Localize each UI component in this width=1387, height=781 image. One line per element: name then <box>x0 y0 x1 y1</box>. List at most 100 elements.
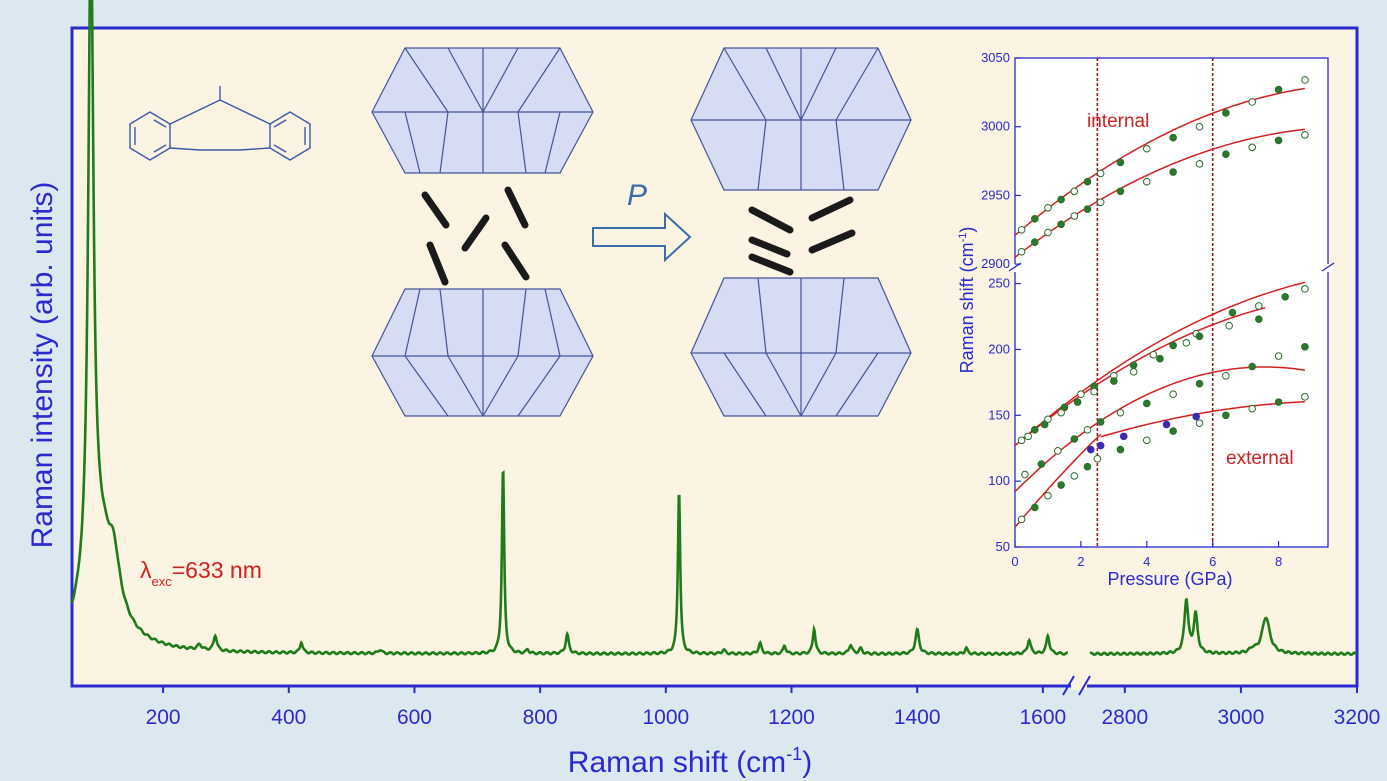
inset-data-point <box>1222 371 1230 380</box>
inset-data-point <box>1142 144 1151 153</box>
inset-data-point <box>1225 321 1233 330</box>
inset-data-point <box>1077 390 1085 399</box>
inset-data-point <box>1195 379 1204 388</box>
inset-data-point <box>1017 225 1026 234</box>
inset-content: 0 2 4 6 8 50 100 150 200 250 2900 2950 3000 3050 <box>981 50 1309 569</box>
main-x-tick-label: 1400 <box>894 706 941 729</box>
inset-y-tick-label: 50 <box>996 539 1010 554</box>
inset-data-point <box>1228 308 1237 317</box>
fluorene-molecule-icon <box>129 86 311 161</box>
inset-data-point <box>1195 332 1204 341</box>
inset-break-mark-right <box>1321 262 1335 272</box>
main-x-tick-label: 400 <box>271 706 306 729</box>
inset-data-point <box>1040 420 1049 429</box>
inset-x-tick-label: 2 <box>1077 554 1084 569</box>
inset-data-point <box>1149 350 1158 359</box>
diamond-anvil-left-bottom <box>371 288 594 417</box>
inset-data-point <box>1096 441 1105 450</box>
inset-data-point <box>1195 122 1204 131</box>
inset-data-point <box>1169 390 1177 399</box>
inset-x-axis-label: Pressure (GPa) <box>1107 569 1232 589</box>
inset-data-point <box>1057 481 1065 489</box>
main-spectrum <box>70 0 1358 657</box>
inset-data-point <box>1129 368 1138 376</box>
inset-data-point <box>1060 403 1069 412</box>
inset-data-point <box>1070 472 1079 480</box>
inset-data-point <box>1116 445 1125 454</box>
inset-data-point <box>1057 408 1065 417</box>
excitation-annotation: λexc=633 nm <box>140 557 262 589</box>
inset-data-point <box>1274 352 1283 360</box>
inset-data-point <box>1030 238 1039 246</box>
inset-data-point <box>1274 136 1283 145</box>
main-x-tick-label: 200 <box>146 706 181 729</box>
inset-data-point <box>1017 515 1026 524</box>
inset-data-point <box>1169 427 1177 435</box>
inset-y-tick-label: 200 <box>988 341 1010 356</box>
inset-data-point <box>1248 404 1257 413</box>
inset-data-point <box>1030 425 1039 434</box>
inset-x-tick-label: 6 <box>1209 554 1216 569</box>
inset-data-point <box>1096 169 1105 178</box>
inset-y-tick-label: 150 <box>988 407 1010 422</box>
diamond-anvil-right-top <box>690 47 912 191</box>
inset-label-internal: internal <box>1087 111 1149 132</box>
inset-data-point <box>1086 445 1095 454</box>
spectrum-line-segment-1 <box>70 0 1069 657</box>
inset-data-point <box>1169 341 1177 350</box>
axis-break-mark-2 <box>1078 675 1091 696</box>
inset-data-point <box>1129 361 1138 370</box>
inset-data-point <box>1044 491 1052 500</box>
inset-fit-curve <box>1014 433 1102 528</box>
inset-y-label-tail: ) <box>957 227 977 233</box>
axis-break-gap <box>1071 670 1087 690</box>
inset-data-point <box>1301 393 1309 401</box>
inset-data-point <box>1169 133 1177 142</box>
inset-data-point <box>1070 187 1079 196</box>
inset-data-point <box>1044 415 1052 424</box>
inset-data-point <box>1090 387 1098 396</box>
diamond-anvil-right-bottom <box>690 277 912 417</box>
molecules-left-icon <box>421 186 530 286</box>
pressure-arrow-icon <box>592 211 692 263</box>
inset-data-point <box>1037 460 1046 468</box>
main-y-axis-label: Raman intensity (arb. units) <box>26 182 59 549</box>
inset-label-external: external <box>1226 448 1294 469</box>
inset-data-point <box>1248 98 1257 106</box>
molecules-right-icon <box>748 196 856 276</box>
inset-data-point <box>1073 398 1082 406</box>
inset-fit-curve <box>1014 306 1266 447</box>
inset-data-point <box>1021 470 1029 479</box>
inset-data-point <box>1195 419 1204 427</box>
inset-data-point <box>1192 412 1201 421</box>
inset-y-tick-label: 2900 <box>981 256 1010 271</box>
inset-y-tick-label: 250 <box>988 276 1010 291</box>
inset-y-tick-label: 3000 <box>981 119 1010 134</box>
lambda-value: =633 nm <box>172 557 262 583</box>
inset-data-point <box>1281 292 1289 301</box>
inset-fit-curve <box>1100 401 1305 438</box>
inset-data-point <box>1142 399 1151 408</box>
inset-data-point <box>1119 432 1128 441</box>
inset-data-point <box>1222 411 1230 420</box>
inset-y-label-superscript: -1 <box>957 233 969 243</box>
lambda-symbol: λ <box>140 557 152 583</box>
inset-fit-curve <box>1014 366 1306 493</box>
inset-data-point <box>1057 220 1065 229</box>
inset-data-point <box>1083 177 1092 186</box>
lambda-subscript: exc <box>152 574 173 589</box>
inset-data-point <box>1116 408 1125 417</box>
inset-data-point <box>1274 85 1283 94</box>
inset-y-tick-label: 3050 <box>981 50 1010 65</box>
main-x-tick-label: 3000 <box>1218 706 1265 729</box>
inset-break-gap <box>1010 264 1333 272</box>
inset-y-tick-label: 100 <box>988 473 1010 488</box>
x-label-text: Raman shift (cm <box>568 746 786 779</box>
inset-data-point <box>1301 285 1309 293</box>
x-label-tail: ) <box>802 746 812 779</box>
main-x-tick-label: 800 <box>523 706 558 729</box>
inset-data-point <box>1274 398 1283 406</box>
inset-data-point <box>1017 247 1026 256</box>
inset-data-point <box>1222 109 1230 117</box>
